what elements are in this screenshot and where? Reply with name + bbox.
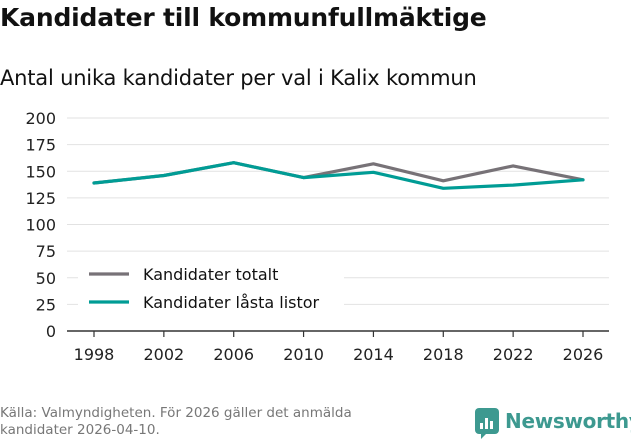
- y-tick-label: 150: [25, 162, 56, 181]
- y-tick-label: 175: [25, 136, 56, 155]
- y-tick-label: 200: [25, 109, 56, 128]
- gridlines: [67, 117, 609, 305]
- y-tick-label: 100: [25, 216, 56, 235]
- series-line-kandidater-lasta-listor: [92, 161, 585, 190]
- series-lines: [92, 161, 585, 190]
- x-tick-label: 2002: [143, 345, 184, 364]
- y-tick-label: 125: [25, 189, 56, 208]
- brand-name: Newsworthy: [505, 409, 631, 433]
- x-tick-label: 2018: [423, 345, 464, 364]
- legend-background: [78, 257, 344, 320]
- y-tick-label: 50: [36, 269, 56, 288]
- legend-label: Kandidater låsta listor: [143, 293, 320, 312]
- y-tick-label: 0: [46, 322, 56, 341]
- chart-subtitle: Antal unika kandidater per val i Kalix k…: [0, 66, 477, 90]
- x-tick-label: 2006: [213, 345, 254, 364]
- series-line-kandidater-totalt: [92, 161, 585, 185]
- y-tick-label: 25: [36, 295, 56, 314]
- y-tick-label: 75: [36, 242, 56, 261]
- x-axis: 1998 2002 2006 2010 2014 2018 2022 2026: [67, 330, 609, 364]
- legend-label: Kandidater totalt: [143, 265, 278, 284]
- x-tick-label: 2026: [563, 345, 604, 364]
- x-tick-label: 2022: [493, 345, 534, 364]
- bar-chart-icon: [475, 408, 499, 439]
- x-tick-label: 1998: [74, 345, 115, 364]
- legend: Kandidater totalt Kandidater låsta listor: [78, 257, 344, 320]
- brand-logo: Newsworthy: [475, 408, 631, 439]
- y-axis: 0 25 50 75 100 125 150 175 200: [25, 109, 56, 341]
- x-tick-label: 2014: [353, 345, 394, 364]
- x-tick-label: 2010: [283, 345, 324, 364]
- chart-title: Kandidater till kommunfullmäktige: [0, 3, 487, 32]
- source-note: Källa: Valmyndigheten. För 2026 gäller d…: [0, 405, 352, 438]
- line-chart: 0 25 50 75 100 125 150 175 200 1998 2002 2006 2010 2…: [25, 109, 609, 364]
